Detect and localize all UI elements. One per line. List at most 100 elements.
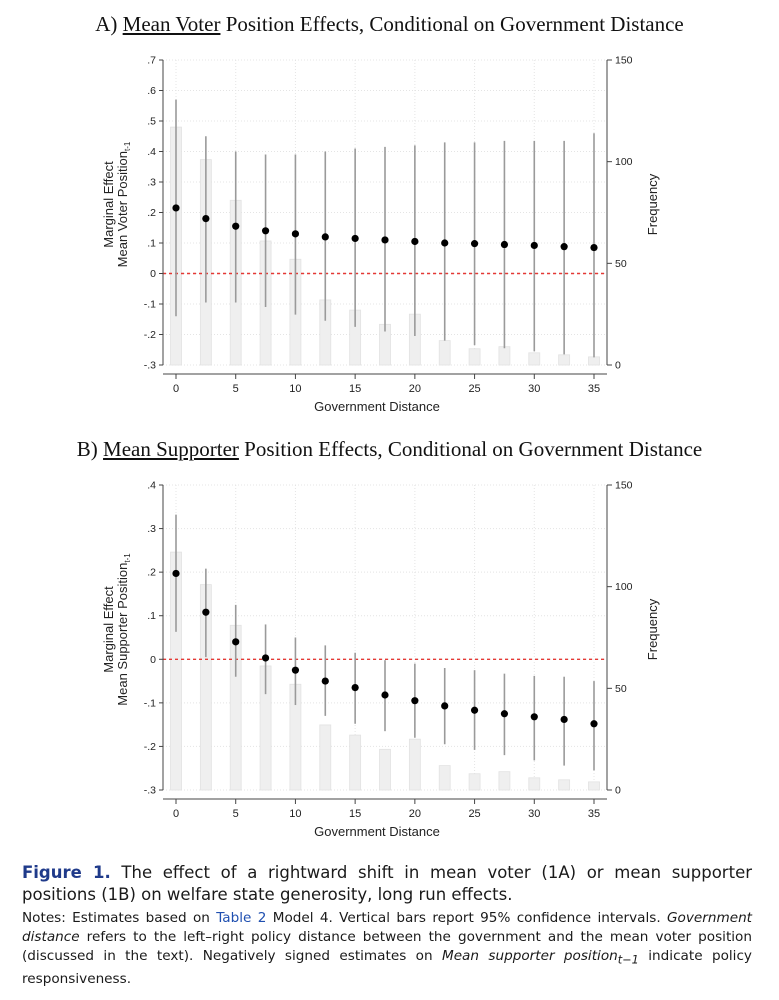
estimate-point [500,710,509,718]
y2-tick-label: 150 [615,55,633,67]
y-tick-label: .5 [147,116,156,128]
y-tick-label: .4 [147,146,156,158]
figure-label: Figure 1. [22,863,111,882]
figure-notes: Notes: Estimates based on Table 2 Model … [22,909,752,989]
estimate-point [321,677,329,685]
y2-tick-label: 0 [615,360,621,372]
y-axis-label-subscript: t-1 [123,553,132,563]
estimate-point [560,715,568,724]
notes-italic-term: Mean supporter position [441,948,618,964]
y-tick-label: .2 [147,567,156,579]
y-tick-label: -.3 [144,360,156,372]
notes-text: Notes: Estimates based on [22,910,217,926]
histogram-bar [558,779,571,791]
estimate-point [261,654,270,662]
histogram-bar [408,738,421,791]
histogram-bar [379,748,391,791]
y-tick-label: .4 [147,480,156,492]
estimate-point [291,230,300,238]
panel-a-title-underlined: Mean Voter [122,12,221,36]
notes-italic-term: Government distance [22,910,753,945]
histogram-bar [438,765,451,791]
y-tick-label: .3 [147,523,156,535]
x-tick-label: 35 [588,383,600,395]
panel-b-title-prefix: B) [76,437,104,461]
x-tick-label: 5 [233,383,239,395]
estimate-point [411,697,419,705]
estimate-point [232,222,240,230]
estimate-point [590,243,598,252]
estimate-point [351,684,359,692]
panel-b-title: B) Mean Supporter Position Effects, Cond… [0,437,779,462]
estimate-point [411,237,419,246]
estimate-point [470,240,479,248]
x-tick-label: 15 [349,808,361,820]
y-tick-label: -.3 [144,785,156,797]
panel-a-title-prefix: A) [95,12,123,36]
panel-a-title: A) Mean Voter Position Effects, Conditio… [0,12,779,37]
figure-caption: Figure 1. The effect of a rightward shif… [22,862,752,906]
estimate-point [172,569,180,578]
estimate-point [381,691,389,699]
estimate-point [470,706,479,714]
y2-axis-label: Frequency [645,598,660,660]
x-tick-label: 10 [289,808,301,820]
histogram-bar [498,346,511,366]
notes-text: refers to the left–right policy distance… [22,929,752,964]
estimate-point [500,240,509,249]
estimate-point [530,713,538,721]
y-tick-label: .2 [147,207,156,219]
x-axis-label: Government Distance [314,399,440,414]
x-tick-label: 20 [409,808,421,820]
estimate-point [202,215,210,223]
estimate-point [381,236,389,244]
y-tick-label: .7 [147,55,156,67]
estimate-point [291,666,300,674]
histogram-bar [438,340,451,366]
chart-panel-a: -.3 -.2 -.1 0 .1 .2 .3 .4 .5 .6 .7 0 50 100 150 0 5 10 15 2… [101,55,660,415]
y2-tick-label: 50 [615,258,627,270]
y2-tick-label: 100 [615,581,633,593]
histogram-bar [558,354,571,366]
histogram-bar [588,781,600,791]
x-tick-label: 10 [289,383,301,395]
estimate-point [202,608,210,616]
histogram-bar [498,771,511,791]
x-tick-label: 5 [233,808,239,820]
y-tick-label: -.2 [144,329,156,341]
x-tick-label: 30 [528,808,540,820]
y2-tick-label: 0 [615,785,621,797]
x-tick-label: 25 [468,808,480,820]
y-tick-label: -.1 [144,299,156,311]
x-tick-label: 35 [588,808,600,820]
y-tick-label: .6 [147,85,156,97]
x-tick-label: 30 [528,383,540,395]
histogram-bar [528,777,541,791]
y-axis-label-line2: Mean Voter Positiont-1 [115,141,132,267]
histogram-bar [528,352,541,366]
panel-b-title-underlined: Mean Supporter [103,437,239,461]
chart-panel-b: -.3 -.2 -.1 0 .1 .2 .3 .4 0 50 100 150 0 5 10 15 20 25 30 3… [101,480,660,840]
y-tick-label: 0 [150,268,156,280]
y-axis-label-line1: Marginal Effect [101,161,116,248]
y-tick-label: .3 [147,177,156,189]
x-tick-label: 15 [349,383,361,395]
y-tick-label: -.1 [144,697,156,709]
y-axis-label-line2: Mean Supporter Positiont-1 [115,553,132,706]
y-tick-label: 0 [150,654,156,666]
x-tick-label: 0 [173,808,179,820]
y-tick-label: .1 [147,238,156,250]
y2-tick-label: 150 [615,480,633,492]
table-link[interactable]: Table 2 [216,910,267,926]
estimate-point [232,638,240,646]
x-tick-label: 20 [409,383,421,395]
histogram-bar [468,773,481,791]
panel-b-title-suffix: Position Effects, Conditional on Governm… [238,437,703,461]
histogram-bar [468,348,481,366]
y-axis-label-line1: Marginal Effect [101,586,116,673]
y-tick-label: -.2 [144,741,156,753]
estimate-point [441,702,449,710]
estimate-point [261,227,270,235]
x-tick-label: 0 [173,383,179,395]
figure-text: The effect of a rightward shift in mean … [22,863,752,904]
